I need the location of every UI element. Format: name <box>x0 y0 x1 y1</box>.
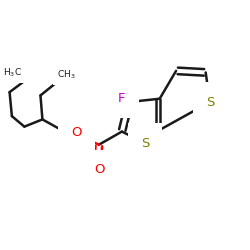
Text: O: O <box>71 126 82 139</box>
Text: CH$_3$: CH$_3$ <box>57 68 76 81</box>
Text: S: S <box>206 96 214 108</box>
Text: O: O <box>95 163 105 176</box>
Text: H$_3$C: H$_3$C <box>4 66 22 79</box>
Text: S: S <box>141 136 149 149</box>
Text: F: F <box>118 92 126 104</box>
